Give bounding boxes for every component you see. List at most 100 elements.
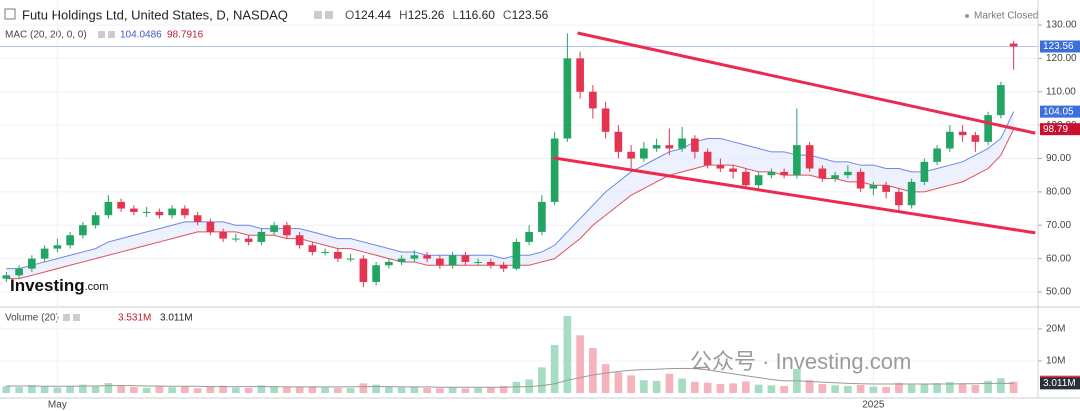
candle-body	[130, 208, 138, 212]
volume-bar	[614, 372, 623, 393]
candle-body	[15, 268, 23, 276]
logo: Investing.com	[10, 276, 108, 295]
candle-body	[844, 171, 852, 176]
volume-label: Volume (20)	[5, 313, 59, 324]
volume-value: 3.531M	[118, 313, 151, 324]
mac-label: MAC (20, 20, 0, 0)	[5, 30, 87, 41]
candle-body	[882, 185, 890, 192]
candle-body	[563, 58, 572, 139]
candle-body	[270, 225, 278, 232]
volume-bar	[334, 387, 342, 393]
candle-body	[1009, 43, 1018, 47]
market-status: Market Closed	[974, 11, 1038, 22]
ohlc-item: O124.44	[345, 8, 391, 22]
volume-bar	[869, 386, 878, 393]
candle-body	[512, 241, 521, 269]
volume-icons	[63, 314, 80, 321]
volume-bar	[142, 387, 151, 393]
volume-bar	[346, 388, 355, 393]
volume-bar	[895, 382, 903, 393]
candle-body	[142, 211, 151, 213]
volume-bar	[423, 387, 431, 393]
candle-body	[40, 248, 49, 259]
y-tick-label: 90.00	[1046, 153, 1071, 164]
menu-icon[interactable]	[4, 8, 16, 20]
logo-suffix: .com	[85, 281, 109, 293]
volume-bar	[907, 384, 916, 393]
hide-icon[interactable]	[325, 11, 333, 19]
volume-bar	[2, 386, 11, 393]
axis-layer: 130.00120.00110.00100.0090.0080.0070.006…	[48, 20, 1080, 411]
candle-body	[601, 108, 610, 132]
candle-body	[104, 201, 113, 216]
volume-bar	[831, 385, 839, 393]
trendline	[577, 31, 1036, 135]
volume-bar	[691, 381, 699, 393]
candle-body	[334, 251, 342, 259]
candle-body	[346, 258, 355, 260]
candle-body	[831, 175, 839, 179]
volume-bar	[971, 384, 980, 393]
settings-icon[interactable]	[314, 11, 322, 19]
logo-brand: Investing	[10, 276, 85, 295]
volume-bar	[40, 386, 49, 393]
volume-bar	[754, 384, 763, 393]
volume-bar	[219, 385, 227, 393]
volume-bar	[66, 385, 74, 393]
candle-body	[652, 145, 661, 149]
ohlc-value: 123.56	[512, 8, 549, 22]
candle-body	[410, 255, 419, 259]
price-tag	[1040, 123, 1080, 136]
volume-bar	[15, 387, 23, 393]
volume-bar	[920, 383, 929, 393]
x-tick-label: 2025	[862, 400, 885, 411]
volume-bar	[805, 380, 814, 393]
volume-bar	[193, 388, 202, 393]
candle-body	[436, 258, 444, 266]
candle-body	[91, 215, 100, 226]
volume-bar	[244, 387, 253, 393]
volume-bar	[678, 378, 686, 393]
y-tick-label: 20M	[1046, 324, 1065, 335]
volume-bar	[283, 387, 291, 393]
chart-title: Futu Holdings Ltd, United States, D, NAS…	[22, 7, 288, 22]
ohlc-value: 116.60	[459, 8, 495, 22]
volume-bar	[563, 316, 572, 393]
settings-icon[interactable]	[63, 314, 70, 321]
candle-body	[895, 191, 903, 206]
hide-icon[interactable]	[108, 31, 115, 38]
candle-body	[232, 238, 240, 240]
mac-upper-line	[6, 111, 1015, 270]
volume-bar	[181, 386, 189, 393]
volume-bar	[474, 387, 482, 393]
mac-lower-value: 98.7916	[167, 30, 204, 41]
candle-body	[295, 235, 304, 246]
volume-bar	[538, 367, 546, 393]
candle-body	[219, 231, 227, 239]
y-tick-label: 60.00	[1046, 253, 1071, 264]
marks-layer	[2, 31, 1036, 393]
candle-body	[28, 258, 36, 269]
candle-body	[423, 255, 431, 259]
hide-icon[interactable]	[73, 314, 80, 321]
volume-bar	[729, 383, 737, 393]
settings-icon[interactable]	[98, 31, 105, 38]
volume-ma-line	[6, 367, 1014, 388]
price-tag-label: 104.05	[1043, 106, 1074, 117]
candle-body	[971, 135, 980, 142]
candle-body	[244, 238, 253, 242]
candle-body	[168, 208, 176, 216]
candle-body	[550, 138, 559, 202]
y-tick-label: 50.00	[1046, 287, 1071, 298]
volume-bar	[206, 386, 215, 393]
candle-body	[474, 261, 482, 263]
price-tag	[1040, 377, 1080, 390]
y-tick-label: 110.00	[1046, 86, 1076, 97]
volume-bar	[601, 364, 610, 393]
candle-body	[640, 148, 648, 159]
candle-body	[997, 85, 1005, 116]
candle-body	[193, 215, 202, 222]
ohlc-value: 124.44	[354, 8, 391, 22]
volume-bar	[716, 384, 725, 393]
channel-fill	[6, 111, 1014, 279]
